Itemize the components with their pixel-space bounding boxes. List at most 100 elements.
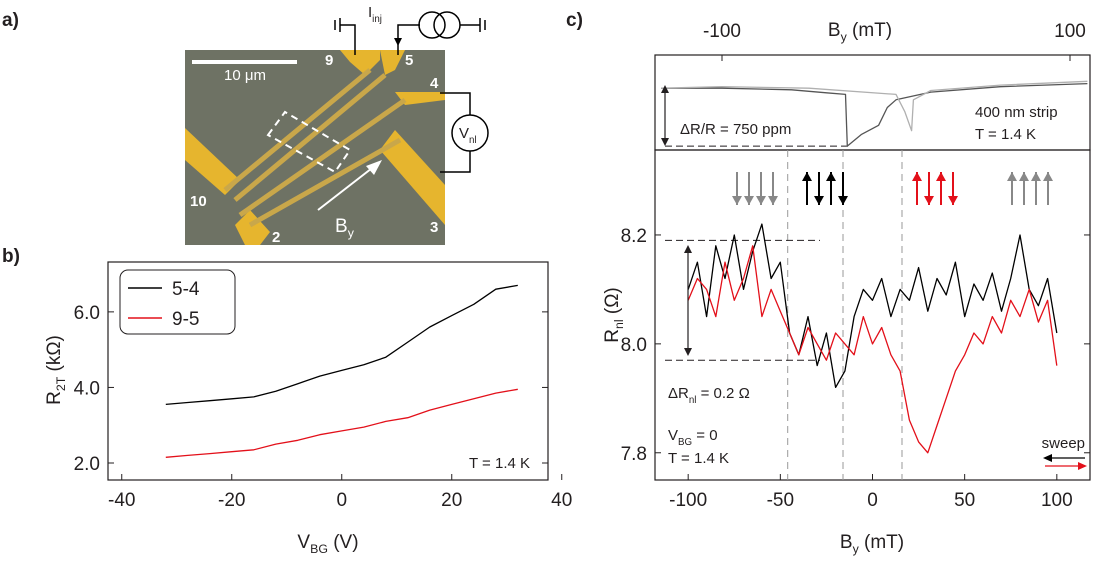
data-line	[165, 284, 518, 406]
text-part: V	[459, 125, 469, 142]
x-tick-label: 40	[551, 490, 572, 511]
text-part: (Ω)	[602, 287, 623, 319]
panel-label: c)	[566, 10, 583, 31]
strips	[223, 68, 407, 228]
y-tick-label: 7.8	[621, 444, 647, 465]
text-part: I	[368, 4, 372, 21]
text-part: = 0.2 Ω	[696, 385, 749, 402]
x-axis-label: VBG (V)	[297, 532, 358, 556]
current-label: Iinj	[368, 4, 382, 25]
text-part: (V)	[328, 532, 359, 553]
legend-label: 9-5	[172, 309, 199, 330]
text-part: nl	[612, 319, 626, 329]
spin-arrow-head	[1019, 172, 1029, 181]
annotation: 400 nm strip	[975, 104, 1058, 121]
x-tick-label: 0	[867, 490, 878, 511]
spin-arrow-head	[814, 196, 824, 205]
text-part: R	[44, 391, 65, 405]
x-tick-label: 100	[1054, 21, 1086, 42]
plot-frame	[107, 261, 549, 481]
text-part: V	[668, 427, 678, 444]
text-part: B	[840, 532, 853, 553]
data-line	[687, 245, 1058, 454]
span-arrow-head	[661, 138, 669, 146]
scale-bar-label: 10 μm	[224, 67, 266, 84]
x-tick-label: -100	[703, 21, 741, 42]
spin-arrow-head	[1043, 172, 1053, 181]
contact-label: 10	[190, 193, 207, 210]
spin-arrow-head	[924, 196, 934, 205]
spin-arrow-head	[744, 196, 754, 205]
x-tick-label: 100	[1041, 490, 1073, 511]
data-line	[687, 223, 1058, 389]
spin-arrow-head	[1031, 172, 1041, 181]
text-part: BG	[678, 437, 692, 448]
text-part: y	[853, 542, 860, 556]
x-tick-label: 0	[336, 490, 347, 511]
spin-arrow-head	[1007, 172, 1017, 181]
x-tick-label: 50	[954, 490, 975, 511]
annotation: T = 1.4 K	[668, 450, 729, 467]
data-line	[661, 82, 1088, 147]
x-axis-label: By (mT)	[840, 532, 904, 556]
y-tick-label: 6.0	[74, 303, 100, 324]
text-part: nl	[689, 395, 697, 406]
x-tick-label: -100	[669, 490, 707, 511]
voltage-label: Vnl	[459, 125, 477, 146]
annotation: T = 1.4 K	[469, 455, 530, 472]
contact-label: 3	[430, 219, 438, 236]
spin-arrow-head	[936, 172, 946, 181]
field-arrow	[317, 164, 377, 211]
panel-label: a)	[2, 10, 19, 31]
span-arrow-head	[684, 245, 692, 253]
text-part: 2T	[54, 376, 68, 391]
spin-arrow-head	[912, 172, 922, 181]
x-tick-label: -40	[108, 490, 135, 511]
x-tick-label: -20	[218, 490, 245, 511]
spin-arrow-head	[802, 172, 812, 181]
spin-arrow-head	[768, 196, 778, 205]
annotation: ΔR/R = 750 ppm	[680, 121, 791, 138]
flake-outline	[266, 110, 352, 174]
span-arrow-head	[661, 85, 669, 93]
y-tick-label: 8.2	[621, 226, 647, 247]
text-part: = 0	[692, 427, 717, 444]
text-part: ΔR	[668, 385, 689, 402]
x-tick-label: -50	[767, 490, 794, 511]
sweep-arrow-head	[1043, 454, 1052, 462]
spin-arrow-head	[756, 196, 766, 205]
annotation: sweep	[1042, 435, 1085, 452]
text-part: (mT)	[859, 532, 904, 553]
y-tick-label: 8.0	[621, 335, 647, 356]
spin-arrow-head	[732, 196, 742, 205]
x-axis-label: By (mT)	[828, 20, 892, 44]
y-axis-label: Rnl (Ω)	[602, 287, 626, 342]
annotation: VBG = 0	[668, 427, 718, 448]
contact-label: 5	[405, 52, 413, 69]
current-arrow	[394, 38, 402, 46]
text-part: inj	[372, 14, 382, 25]
text-part: B	[335, 216, 348, 237]
spin-arrow-head	[948, 196, 958, 205]
text-part: y	[348, 226, 355, 240]
circuit	[334, 11, 489, 173]
text-part: (mT)	[847, 20, 892, 41]
text-part: (kΩ)	[44, 335, 65, 377]
micrograph: 10 μm 9 5 4 10 2 3 By Iinj Vnl	[185, 4, 489, 246]
text-part: R	[602, 329, 623, 343]
contact-label: 2	[272, 229, 280, 246]
spin-arrow-head	[826, 172, 836, 181]
y-tick-label: 2.0	[74, 454, 100, 475]
contact-label: 4	[430, 75, 439, 92]
span-arrow-head	[684, 348, 692, 356]
contact-label: 9	[325, 52, 333, 69]
panel-label: b)	[2, 246, 20, 267]
legend-label: 5-4	[172, 279, 200, 300]
x-tick-label: 20	[441, 490, 462, 511]
annotation: T = 1.4 K	[975, 126, 1036, 143]
sweep-arrow-head	[1078, 462, 1087, 470]
data-line	[661, 80, 1088, 132]
y-axis-label: R2T (kΩ)	[44, 335, 68, 405]
electrodes	[185, 50, 445, 245]
spin-arrow-head	[838, 196, 848, 205]
